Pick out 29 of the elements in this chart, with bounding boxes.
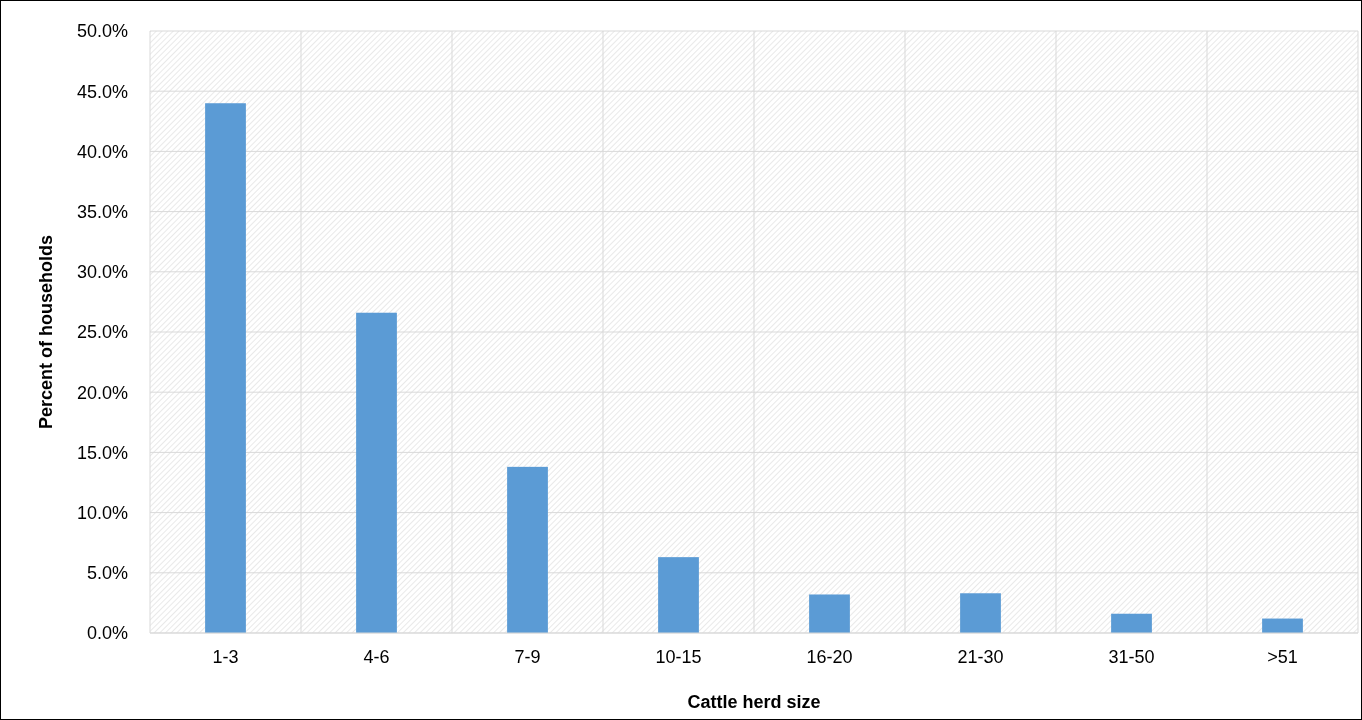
y-tick-label: 0.0% (86, 623, 128, 644)
bar (1262, 618, 1303, 633)
x-tick-label: 1-3 (212, 647, 239, 667)
x-tick-label: 7-9 (514, 647, 541, 667)
y-tick-label: 40.0% (76, 141, 128, 162)
x-axis-title: Cattle herd size (687, 692, 821, 712)
y-tick-label: 10.0% (76, 502, 128, 523)
x-tick-label: 31-50 (1108, 647, 1155, 667)
x-tick-label: 4-6 (363, 647, 390, 667)
bar (507, 466, 548, 633)
bar (809, 594, 850, 633)
y-tick-label: 50.0% (76, 21, 128, 42)
bar (356, 312, 397, 633)
y-tick-label: 5.0% (86, 563, 128, 584)
y-tick-label: 45.0% (76, 81, 128, 102)
x-tick-label: 16-20 (806, 647, 853, 667)
y-tick-label: 35.0% (76, 201, 128, 222)
x-tick-label: 21-30 (957, 647, 1004, 667)
bar (1111, 613, 1152, 633)
bar (205, 103, 246, 633)
x-tick-label: >51 (1267, 647, 1298, 667)
x-tick-label: 10-15 (655, 647, 702, 667)
y-tick-label: 25.0% (76, 322, 128, 343)
bar (960, 593, 1001, 633)
bar (658, 557, 699, 633)
y-tick-label: 20.0% (76, 382, 128, 403)
y-tick-label: 15.0% (76, 442, 128, 463)
y-tick-label: 30.0% (76, 262, 128, 283)
y-axis-title: Percent of households (36, 234, 56, 430)
